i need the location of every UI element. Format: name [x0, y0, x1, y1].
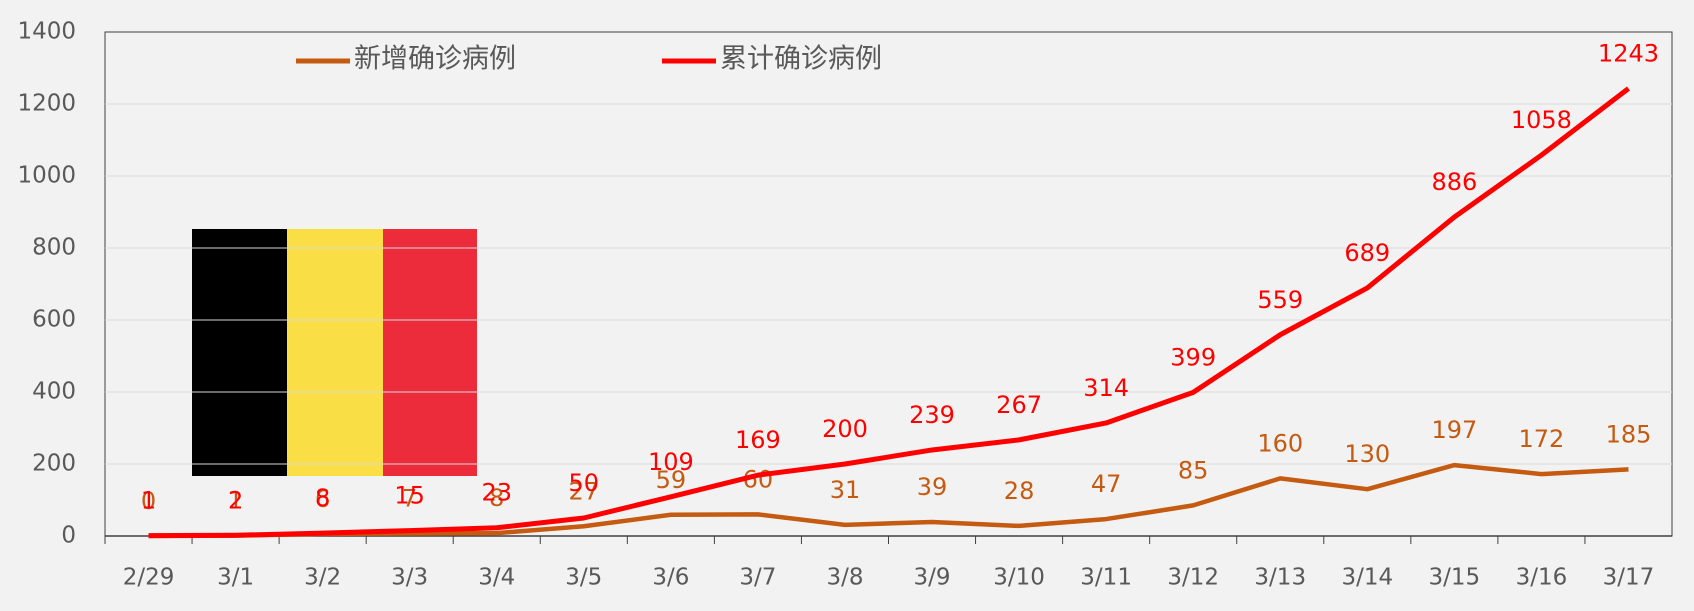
x-tick-label: 3/14 — [1341, 565, 1393, 591]
x-tick-label: 3/3 — [391, 565, 428, 591]
data-label: 0 — [141, 487, 156, 515]
data-label: 1058 — [1511, 106, 1572, 134]
data-label: 1243 — [1598, 40, 1659, 68]
data-label: 6 — [315, 485, 330, 513]
data-label: 23 — [481, 479, 512, 507]
legend-label: 新增确诊病例 — [354, 44, 516, 75]
x-tick-label: 3/1 — [217, 565, 254, 591]
y-tick-label: 0 — [61, 523, 76, 549]
y-tick-label: 800 — [32, 235, 76, 261]
flag-stripe — [287, 229, 383, 476]
data-label: 689 — [1344, 239, 1390, 267]
data-label: 7 — [402, 484, 417, 512]
x-tick-label: 3/6 — [652, 565, 689, 591]
x-tick-label: 3/15 — [1429, 565, 1481, 591]
data-label: 28 — [1004, 477, 1035, 505]
flag-stripe — [383, 229, 477, 476]
data-label: 2 — [228, 486, 243, 514]
x-tick-label: 3/4 — [478, 565, 515, 591]
data-label: 886 — [1431, 168, 1477, 196]
data-label: 1 — [141, 487, 156, 515]
data-label: 1 — [228, 487, 243, 515]
x-tick-label: 3/2 — [304, 565, 341, 591]
x-tick-label: 3/10 — [993, 565, 1045, 591]
data-label: 172 — [1519, 425, 1565, 453]
data-label: 8 — [315, 484, 330, 512]
x-tick-label: 3/7 — [739, 565, 776, 591]
y-tick-label: 1400 — [17, 19, 76, 45]
data-label: 185 — [1606, 420, 1652, 448]
data-label: 130 — [1344, 440, 1390, 468]
y-tick-label: 200 — [32, 451, 76, 477]
data-label: 200 — [822, 415, 868, 443]
data-label: 47 — [1091, 470, 1122, 498]
x-tick-label: 2/29 — [123, 565, 175, 591]
data-label: 109 — [648, 448, 694, 476]
y-tick-label: 600 — [32, 307, 76, 333]
data-label: 39 — [917, 473, 948, 501]
y-tick-label: 1200 — [17, 91, 76, 117]
data-label: 50 — [569, 469, 600, 497]
y-tick-label: 400 — [32, 379, 76, 405]
series-line — [148, 86, 1630, 539]
legend-label: 累计确诊病例 — [720, 44, 882, 75]
data-label: 559 — [1257, 286, 1303, 314]
data-label: 85 — [1178, 456, 1209, 484]
x-tick-label: 3/8 — [826, 565, 863, 591]
data-label: 59 — [656, 466, 687, 494]
flag-stripe — [192, 229, 287, 476]
data-label: 399 — [1170, 343, 1216, 371]
x-tick-label: 3/16 — [1516, 565, 1568, 591]
data-label: 8 — [489, 484, 504, 512]
y-tick-label: 1000 — [17, 163, 76, 189]
x-tick-label: 3/13 — [1254, 565, 1306, 591]
data-label: 314 — [1083, 374, 1129, 402]
data-label: 160 — [1257, 429, 1303, 457]
x-tick-label: 3/11 — [1080, 565, 1132, 591]
data-label: 31 — [830, 476, 861, 504]
data-label: 27 — [569, 477, 600, 505]
data-label: 267 — [996, 391, 1042, 419]
series-line — [148, 462, 1629, 539]
x-tick-label: 3/12 — [1167, 565, 1219, 591]
belgian-flag — [192, 229, 477, 476]
data-label: 197 — [1431, 416, 1477, 444]
data-label: 239 — [909, 401, 955, 429]
data-label: 169 — [735, 426, 781, 454]
x-tick-label: 3/9 — [914, 565, 951, 591]
data-label: 15 — [394, 482, 425, 510]
x-tick-label: 3/17 — [1603, 565, 1655, 591]
x-tick-label: 3/5 — [565, 565, 602, 591]
